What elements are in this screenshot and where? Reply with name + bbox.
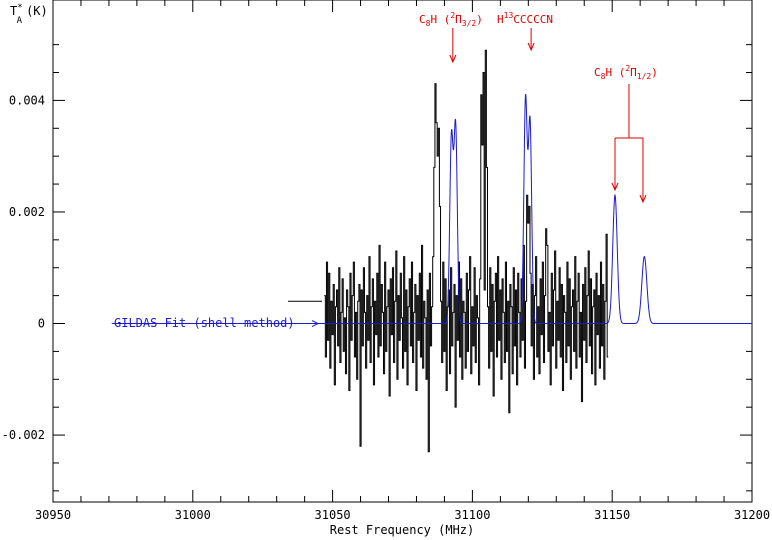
arrow-down-icon xyxy=(449,54,457,64)
y-tick-label: 0.002 xyxy=(9,205,45,219)
arrow-down-icon xyxy=(527,42,535,52)
plot-frame xyxy=(52,0,753,503)
x-tick-label: 31050 xyxy=(315,508,351,522)
axis-ticks xyxy=(52,0,753,502)
x-tick-label: 31000 xyxy=(175,508,211,522)
x-tick-label: 31150 xyxy=(594,508,630,522)
x-tick-label: 31200 xyxy=(734,508,770,522)
observed-spectrum xyxy=(324,49,609,453)
arrow-down-icon xyxy=(639,194,647,204)
y-tick-label: -0.002 xyxy=(2,428,45,442)
annotation-c8h-3-2: C8H (2Π3/2) xyxy=(419,11,483,28)
x-tick-label: 30950 xyxy=(35,508,71,522)
y-tick-label: 0.004 xyxy=(9,93,45,107)
fit-spectrum xyxy=(111,94,752,327)
line-annotations: C8H (2Π3/2) H13CCCCCN C8H (2Π1/2) xyxy=(419,11,658,204)
annotation-h13c5n: H13CCCCCN xyxy=(497,11,553,26)
annotation-c8h-1-2: C8H (2Π1/2) xyxy=(594,64,658,81)
fit-label: GILDAS Fit (shell method) xyxy=(114,316,295,330)
x-tick-label: 31100 xyxy=(454,508,490,522)
fit-label-arrow-icon xyxy=(311,320,320,327)
arrow-down-icon xyxy=(611,182,619,192)
y-axis-title: T* A(K) xyxy=(10,3,48,26)
observed-spectrum-path xyxy=(324,49,609,453)
fit-path xyxy=(111,94,752,325)
x-axis-title: Rest Frequency (MHz) xyxy=(330,523,475,537)
y-tick-label: 0 xyxy=(38,317,45,331)
axis-tick-labels: 30950 31000 31050 31100 31150 31200 -0.002 0 0.0… xyxy=(2,93,770,522)
